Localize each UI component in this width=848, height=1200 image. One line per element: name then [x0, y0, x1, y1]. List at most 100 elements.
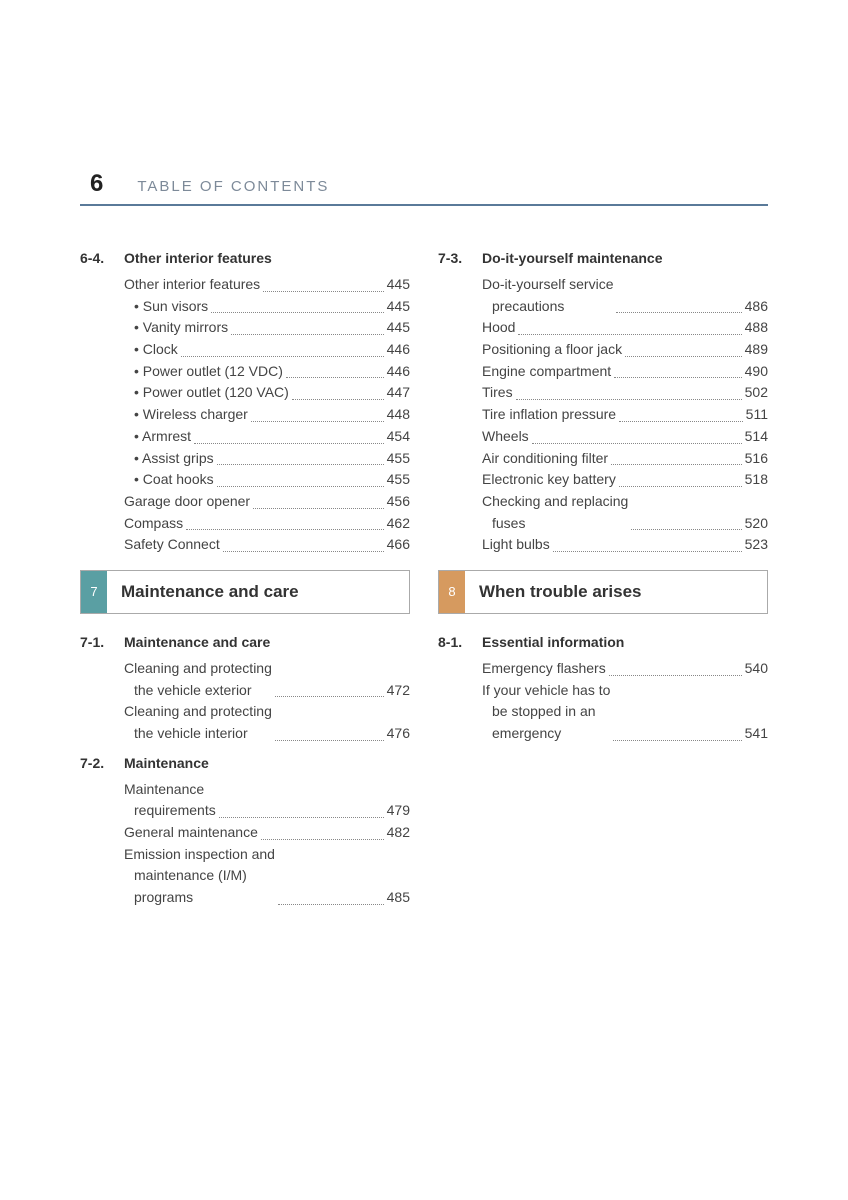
- section-7-3-entries: Do-it-yourself serviceprecautions486Hood…: [482, 274, 768, 556]
- leader-dots: [261, 839, 384, 840]
- toc-entry-page: 466: [387, 534, 410, 556]
- leader-dots: [518, 334, 741, 335]
- toc-entry: If your vehicle has tobe stopped in anem…: [482, 680, 768, 745]
- toc-entry-page: 516: [745, 448, 768, 470]
- toc-entry-label: Safety Connect: [124, 534, 220, 556]
- toc-entry-page: 482: [387, 822, 410, 844]
- section-7-2-heading: 7-2. Maintenance: [80, 755, 410, 771]
- toc-entry: Garage door opener456: [124, 491, 410, 513]
- toc-entry: Power outlet (12 VDC)446: [134, 361, 410, 383]
- toc-entry-label: Other interior features: [124, 274, 260, 296]
- chapter-8-title: When trouble arises: [465, 571, 767, 613]
- toc-entry-label: Assist grips: [134, 448, 214, 470]
- leader-dots: [253, 508, 384, 509]
- toc-entry-page: 541: [745, 723, 768, 745]
- toc-entry: Wheels514: [482, 426, 768, 448]
- toc-entry: Armrest454: [134, 426, 410, 448]
- toc-entry-page: 447: [387, 382, 410, 404]
- toc-entry: Do-it-yourself serviceprecautions486: [482, 274, 768, 317]
- leader-dots: [532, 443, 742, 444]
- toc-entry-label: Positioning a floor jack: [482, 339, 622, 361]
- toc-entry-label: Vanity mirrors: [134, 317, 228, 339]
- toc-entry: Vanity mirrors 445: [134, 317, 410, 339]
- toc-entry: Hood 488: [482, 317, 768, 339]
- leader-dots: [619, 421, 743, 422]
- section-num: 8-1.: [438, 634, 474, 650]
- toc-entry-page: 445: [387, 317, 410, 339]
- toc-entry-page: 486: [745, 296, 768, 318]
- toc-entry-page: 448: [387, 404, 410, 426]
- toc-entry-label: General maintenance: [124, 822, 258, 844]
- toc-entry-label: Light bulbs: [482, 534, 550, 556]
- section-6-4-tail: Garage door opener456Compass462Safety Co…: [124, 491, 410, 556]
- section-8-1-heading: 8-1. Essential information: [438, 634, 768, 650]
- toc-entry: Tires 502: [482, 382, 768, 404]
- toc-entry: Emission inspection andmaintenance (I/M)…: [124, 844, 410, 909]
- toc-entry-label: Power outlet (12 VDC): [134, 361, 283, 383]
- section-8-1-entries: Emergency flashers540If your vehicle has…: [482, 658, 768, 745]
- leader-dots: [217, 464, 384, 465]
- toc-entry-label: Hood: [482, 317, 515, 339]
- leader-dots: [631, 529, 741, 530]
- columns: 6-4. Other interior features Other inter…: [80, 240, 768, 909]
- section-title: Essential information: [482, 634, 624, 650]
- leader-dots: [181, 356, 384, 357]
- left-column: 6-4. Other interior features Other inter…: [80, 240, 410, 909]
- section-num: 7-3.: [438, 250, 474, 266]
- toc-entry-page: 490: [745, 361, 768, 383]
- toc-entry-label: Clock: [134, 339, 178, 361]
- toc-entry-page: 514: [745, 426, 768, 448]
- toc-entry-page: 511: [746, 404, 768, 426]
- toc-entry: Electronic key battery518: [482, 469, 768, 491]
- toc-entry-page: 485: [387, 887, 410, 909]
- toc-entry-label: Sun visors: [134, 296, 208, 318]
- toc-entry-page: 445: [387, 274, 410, 296]
- toc-entry: Clock446: [134, 339, 410, 361]
- leader-dots: [217, 486, 384, 487]
- leader-dots: [625, 356, 742, 357]
- leader-dots: [263, 291, 383, 292]
- toc-entry: Light bulbs 523: [482, 534, 768, 556]
- toc-entry: Safety Connect 466: [124, 534, 410, 556]
- chapter-8-num: 8: [439, 571, 465, 613]
- toc-entry-page: 472: [387, 680, 410, 702]
- toc-entry-label: Engine compartment: [482, 361, 611, 383]
- toc-entry-page: 479: [387, 800, 410, 822]
- leader-dots: [211, 312, 383, 313]
- toc-entry: Wireless charger448: [134, 404, 410, 426]
- section-num: 6-4.: [80, 250, 116, 266]
- chapter-8-box: 8 When trouble arises: [438, 570, 768, 614]
- leader-dots: [251, 421, 384, 422]
- leader-dots: [286, 377, 384, 378]
- leader-dots: [609, 675, 742, 676]
- toc-entry-label: Tires: [482, 382, 513, 404]
- toc-entry-page: 502: [745, 382, 768, 404]
- toc-entry: Coat hooks455: [134, 469, 410, 491]
- leader-dots: [194, 443, 384, 444]
- toc-entry: Power outlet (120 VAC) 447: [134, 382, 410, 404]
- toc-entry-label: Air conditioning filter: [482, 448, 608, 470]
- section-7-1-entries: Cleaning and protectingthe vehicle exter…: [124, 658, 410, 745]
- toc-entry-page: 455: [387, 469, 410, 491]
- leader-dots: [219, 817, 384, 818]
- leader-dots: [186, 529, 384, 530]
- toc-entry: Maintenancerequirements479: [124, 779, 410, 822]
- toc-entry-label: Tire inflation pressure: [482, 404, 616, 426]
- leader-dots: [278, 904, 384, 905]
- toc-entry-page: 488: [745, 317, 768, 339]
- chapter-7-title: Maintenance and care: [107, 571, 409, 613]
- leader-dots: [516, 399, 742, 400]
- toc-entry-label: Checking and replacingfuses: [482, 491, 628, 534]
- section-num: 7-1.: [80, 634, 116, 650]
- leader-dots: [613, 740, 741, 741]
- toc-entry-label: Cleaning and protectingthe vehicle exter…: [124, 658, 272, 701]
- toc-entry-page: 454: [387, 426, 410, 448]
- toc-entry-page: 523: [745, 534, 768, 556]
- toc-page: 6 TABLE OF CONTENTS 6-4. Other interior …: [0, 0, 848, 909]
- toc-entry-label: Power outlet (120 VAC): [134, 382, 289, 404]
- toc-entry: Assist grips455: [134, 448, 410, 470]
- leader-dots: [619, 486, 742, 487]
- chapter-7-box: 7 Maintenance and care: [80, 570, 410, 614]
- toc-entry: Cleaning and protectingthe vehicle inter…: [124, 701, 410, 744]
- toc-entry: Engine compartment 490: [482, 361, 768, 383]
